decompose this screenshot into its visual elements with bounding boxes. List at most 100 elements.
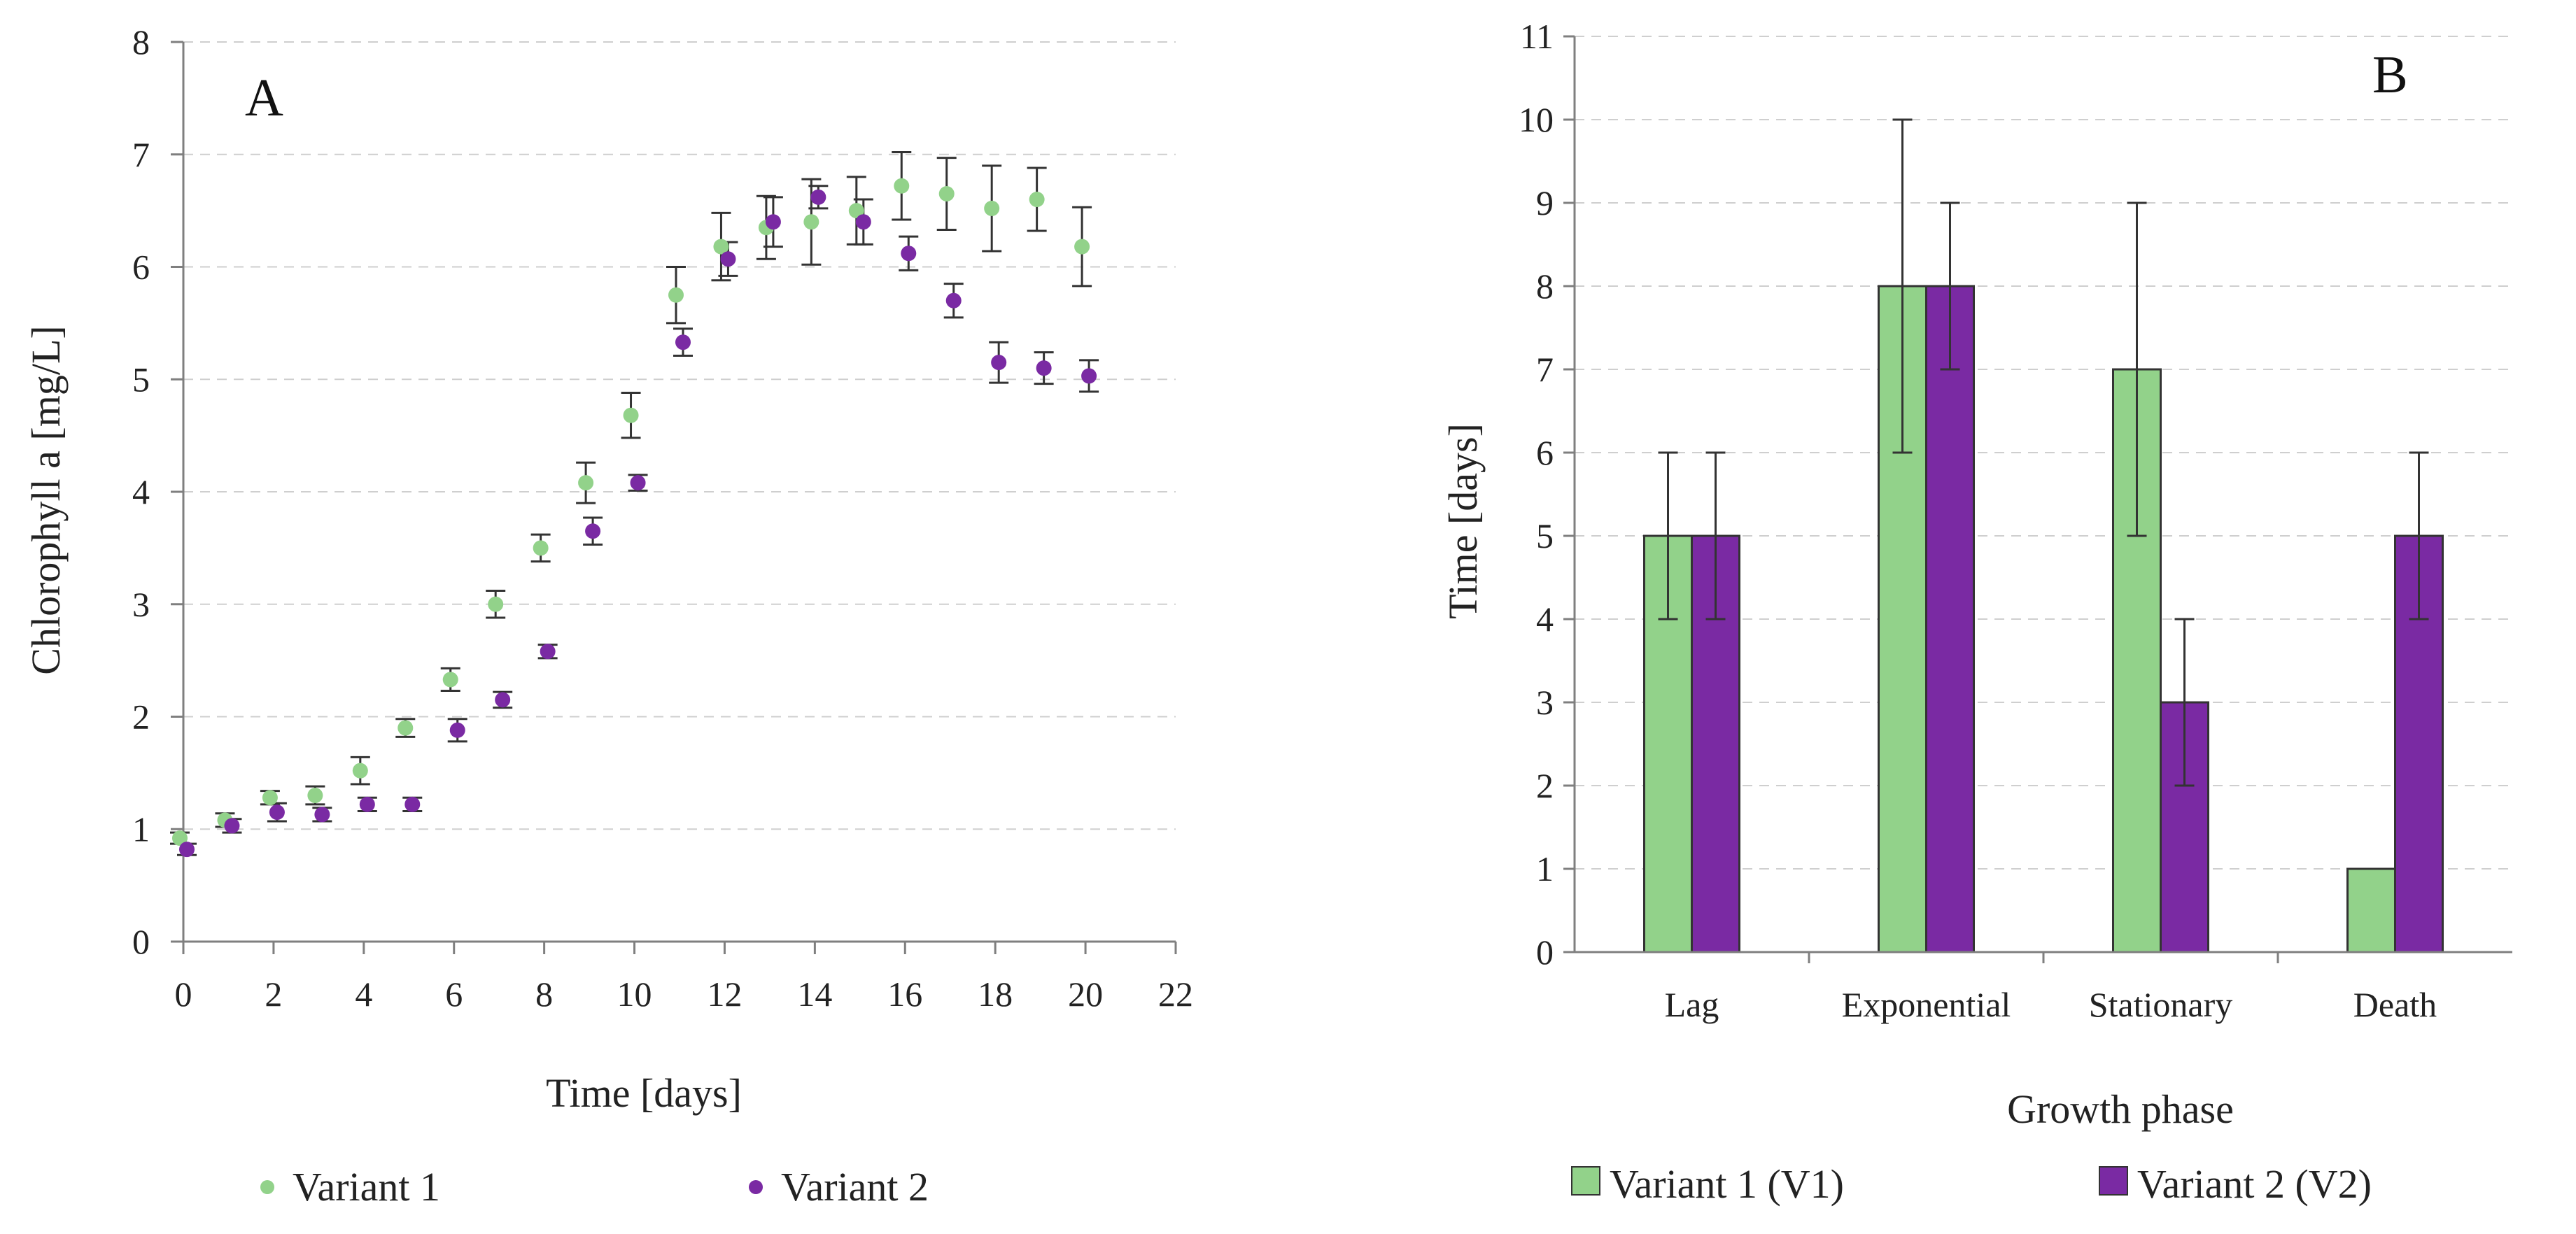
a-point-2	[945, 292, 962, 308]
b-y-tick-label: 2	[1536, 766, 1554, 805]
b-bar-1	[2346, 867, 2396, 953]
a-axes	[171, 41, 1177, 954]
a-y-tick-label: 3	[132, 585, 150, 624]
a-error-bars	[170, 151, 1099, 856]
chart-b: 0 1 2 3 4 5 6 7 8 9 10 11 Lag Exponential Stationary De…	[1440, 17, 2512, 1207]
b-y-tick-label: 9	[1536, 183, 1554, 222]
a-point-2	[630, 475, 646, 491]
a-gridlines	[183, 41, 1176, 830]
a-point-1	[442, 672, 458, 688]
b-y-tick-label: 10	[1519, 100, 1554, 139]
a-y-tick-label: 8	[132, 22, 150, 62]
a-point-1	[262, 790, 278, 806]
a-point-2	[1081, 368, 1097, 384]
a-point-2	[585, 523, 601, 539]
a-y-axis-label: Chlorophyll a [mg/L]	[23, 325, 69, 674]
a-point-1	[1074, 239, 1090, 255]
b-legend-label-v2: Variant 2 (V2)	[2137, 1161, 2372, 1207]
a-x-tick-label: 0	[175, 974, 192, 1014]
a-point-2	[765, 214, 781, 230]
a-x-tick-label: 10	[617, 974, 652, 1014]
a-y-tick-label: 7	[132, 135, 150, 174]
b-panel-letter: B	[2372, 45, 2408, 104]
a-legend-marker-variant-1	[260, 1180, 274, 1194]
b-category-label: Exponential	[1842, 985, 2011, 1024]
a-x-tick-label: 18	[978, 974, 1013, 1014]
b-legend-label-v1: Variant 1 (V1)	[1610, 1161, 1844, 1207]
b-bar-2	[1925, 285, 1975, 953]
b-y-tick-label: 7	[1536, 350, 1554, 389]
a-point-1	[984, 200, 1000, 216]
a-point-2	[675, 334, 691, 350]
a-point-2	[269, 804, 285, 821]
a-point-2	[810, 189, 826, 205]
a-point-1	[938, 186, 955, 202]
a-point-1	[803, 214, 819, 230]
b-axes	[1563, 35, 2512, 963]
a-point-1	[172, 830, 188, 846]
b-legend-swatch-v1	[1571, 1166, 1600, 1196]
a-point-1	[713, 239, 729, 255]
a-point-2	[855, 214, 871, 230]
a-legend-label-variant-2: Variant 2	[781, 1164, 929, 1210]
a-y-tick-label: 1	[132, 809, 150, 849]
a-point-2	[991, 355, 1007, 371]
a-points	[172, 178, 1097, 858]
a-y-tick-label: 6	[132, 248, 150, 287]
a-x-tick-label: 4	[355, 974, 372, 1014]
b-legend: Variant 1 (V1) Variant 2 (V2)	[1571, 1161, 2372, 1207]
b-y-tick-label: 5	[1536, 516, 1554, 555]
b-y-tick-label: 11	[1520, 17, 1554, 56]
b-y-tick-label: 4	[1536, 600, 1554, 639]
a-point-1	[1029, 192, 1045, 208]
b-error-bar	[2127, 201, 2147, 537]
a-x-tick-label: 16	[887, 974, 922, 1014]
b-category-label: Stationary	[2089, 985, 2233, 1024]
b-y-tick-label: 8	[1536, 267, 1554, 306]
b-error-bar	[1892, 118, 1913, 454]
a-point-1	[352, 763, 368, 779]
a-x-tick-label: 6	[445, 974, 463, 1014]
a-point-2	[359, 796, 375, 812]
a-legend-label-variant-1: Variant 1	[293, 1164, 440, 1210]
a-point-2	[224, 818, 240, 834]
a-point-2	[495, 692, 511, 708]
a-point-1	[397, 720, 414, 736]
a-point-1	[488, 596, 504, 612]
a-x-tick-label: 20	[1068, 974, 1103, 1014]
a-y-tick-label: 5	[132, 360, 150, 399]
b-y-tick-label: 6	[1536, 433, 1554, 472]
a-point-2	[314, 807, 330, 823]
a-point-2	[540, 644, 556, 660]
b-tick-labels: 0 1 2 3 4 5 6 7 8 9 10 11 Lag Exponential Stationary De…	[1519, 17, 2437, 1024]
a-x-tick-label: 12	[707, 974, 742, 1014]
b-error-bars	[1658, 118, 2429, 787]
b-y-tick-label: 0	[1536, 932, 1554, 972]
a-y-tick-label: 0	[132, 922, 150, 961]
a-x-tick-label: 22	[1158, 974, 1193, 1014]
a-point-1	[668, 287, 684, 303]
b-x-axis-label: Growth phase	[2007, 1086, 2234, 1132]
b-y-axis-label: Time [days]	[1440, 423, 1486, 619]
b-y-tick-label: 3	[1536, 683, 1554, 722]
a-point-2	[179, 842, 195, 858]
a-point-2	[449, 722, 465, 738]
a-point-2	[720, 251, 736, 267]
b-category-label: Death	[2353, 985, 2437, 1024]
a-y-tick-label: 2	[132, 697, 150, 737]
a-point-1	[623, 407, 639, 423]
a-point-1	[307, 788, 323, 804]
a-point-1	[848, 203, 864, 219]
b-error-bar	[1940, 201, 1960, 371]
b-error-bar	[2174, 618, 2195, 787]
a-x-tick-label: 14	[797, 974, 832, 1014]
a-point-1	[894, 178, 910, 194]
a-point-1	[578, 475, 594, 491]
a-y-tick-label: 4	[132, 472, 150, 511]
a-x-axis-label: Time [days]	[546, 1070, 742, 1116]
a-panel-letter: A	[245, 69, 283, 127]
a-point-2	[404, 796, 421, 812]
b-legend-swatch-v2	[2099, 1166, 2128, 1196]
